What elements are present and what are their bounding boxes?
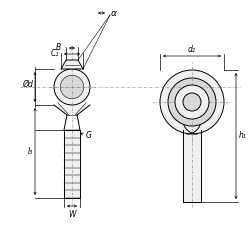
Text: B: B: [56, 44, 61, 52]
Text: h₁: h₁: [239, 132, 247, 140]
Text: l₃: l₃: [28, 147, 33, 156]
Text: G: G: [86, 130, 92, 140]
Polygon shape: [54, 105, 90, 115]
Circle shape: [175, 85, 209, 119]
Circle shape: [54, 69, 90, 105]
Text: C₁: C₁: [50, 50, 59, 58]
Text: Ød: Ød: [22, 80, 33, 88]
Bar: [64, 130, 80, 198]
Circle shape: [160, 70, 224, 134]
Polygon shape: [61, 60, 83, 69]
Text: d₂: d₂: [188, 45, 196, 54]
Circle shape: [168, 78, 216, 126]
Text: α: α: [111, 10, 117, 18]
Circle shape: [183, 93, 201, 111]
Text: W: W: [68, 210, 76, 219]
Bar: [183, 134, 201, 202]
Circle shape: [60, 75, 84, 99]
